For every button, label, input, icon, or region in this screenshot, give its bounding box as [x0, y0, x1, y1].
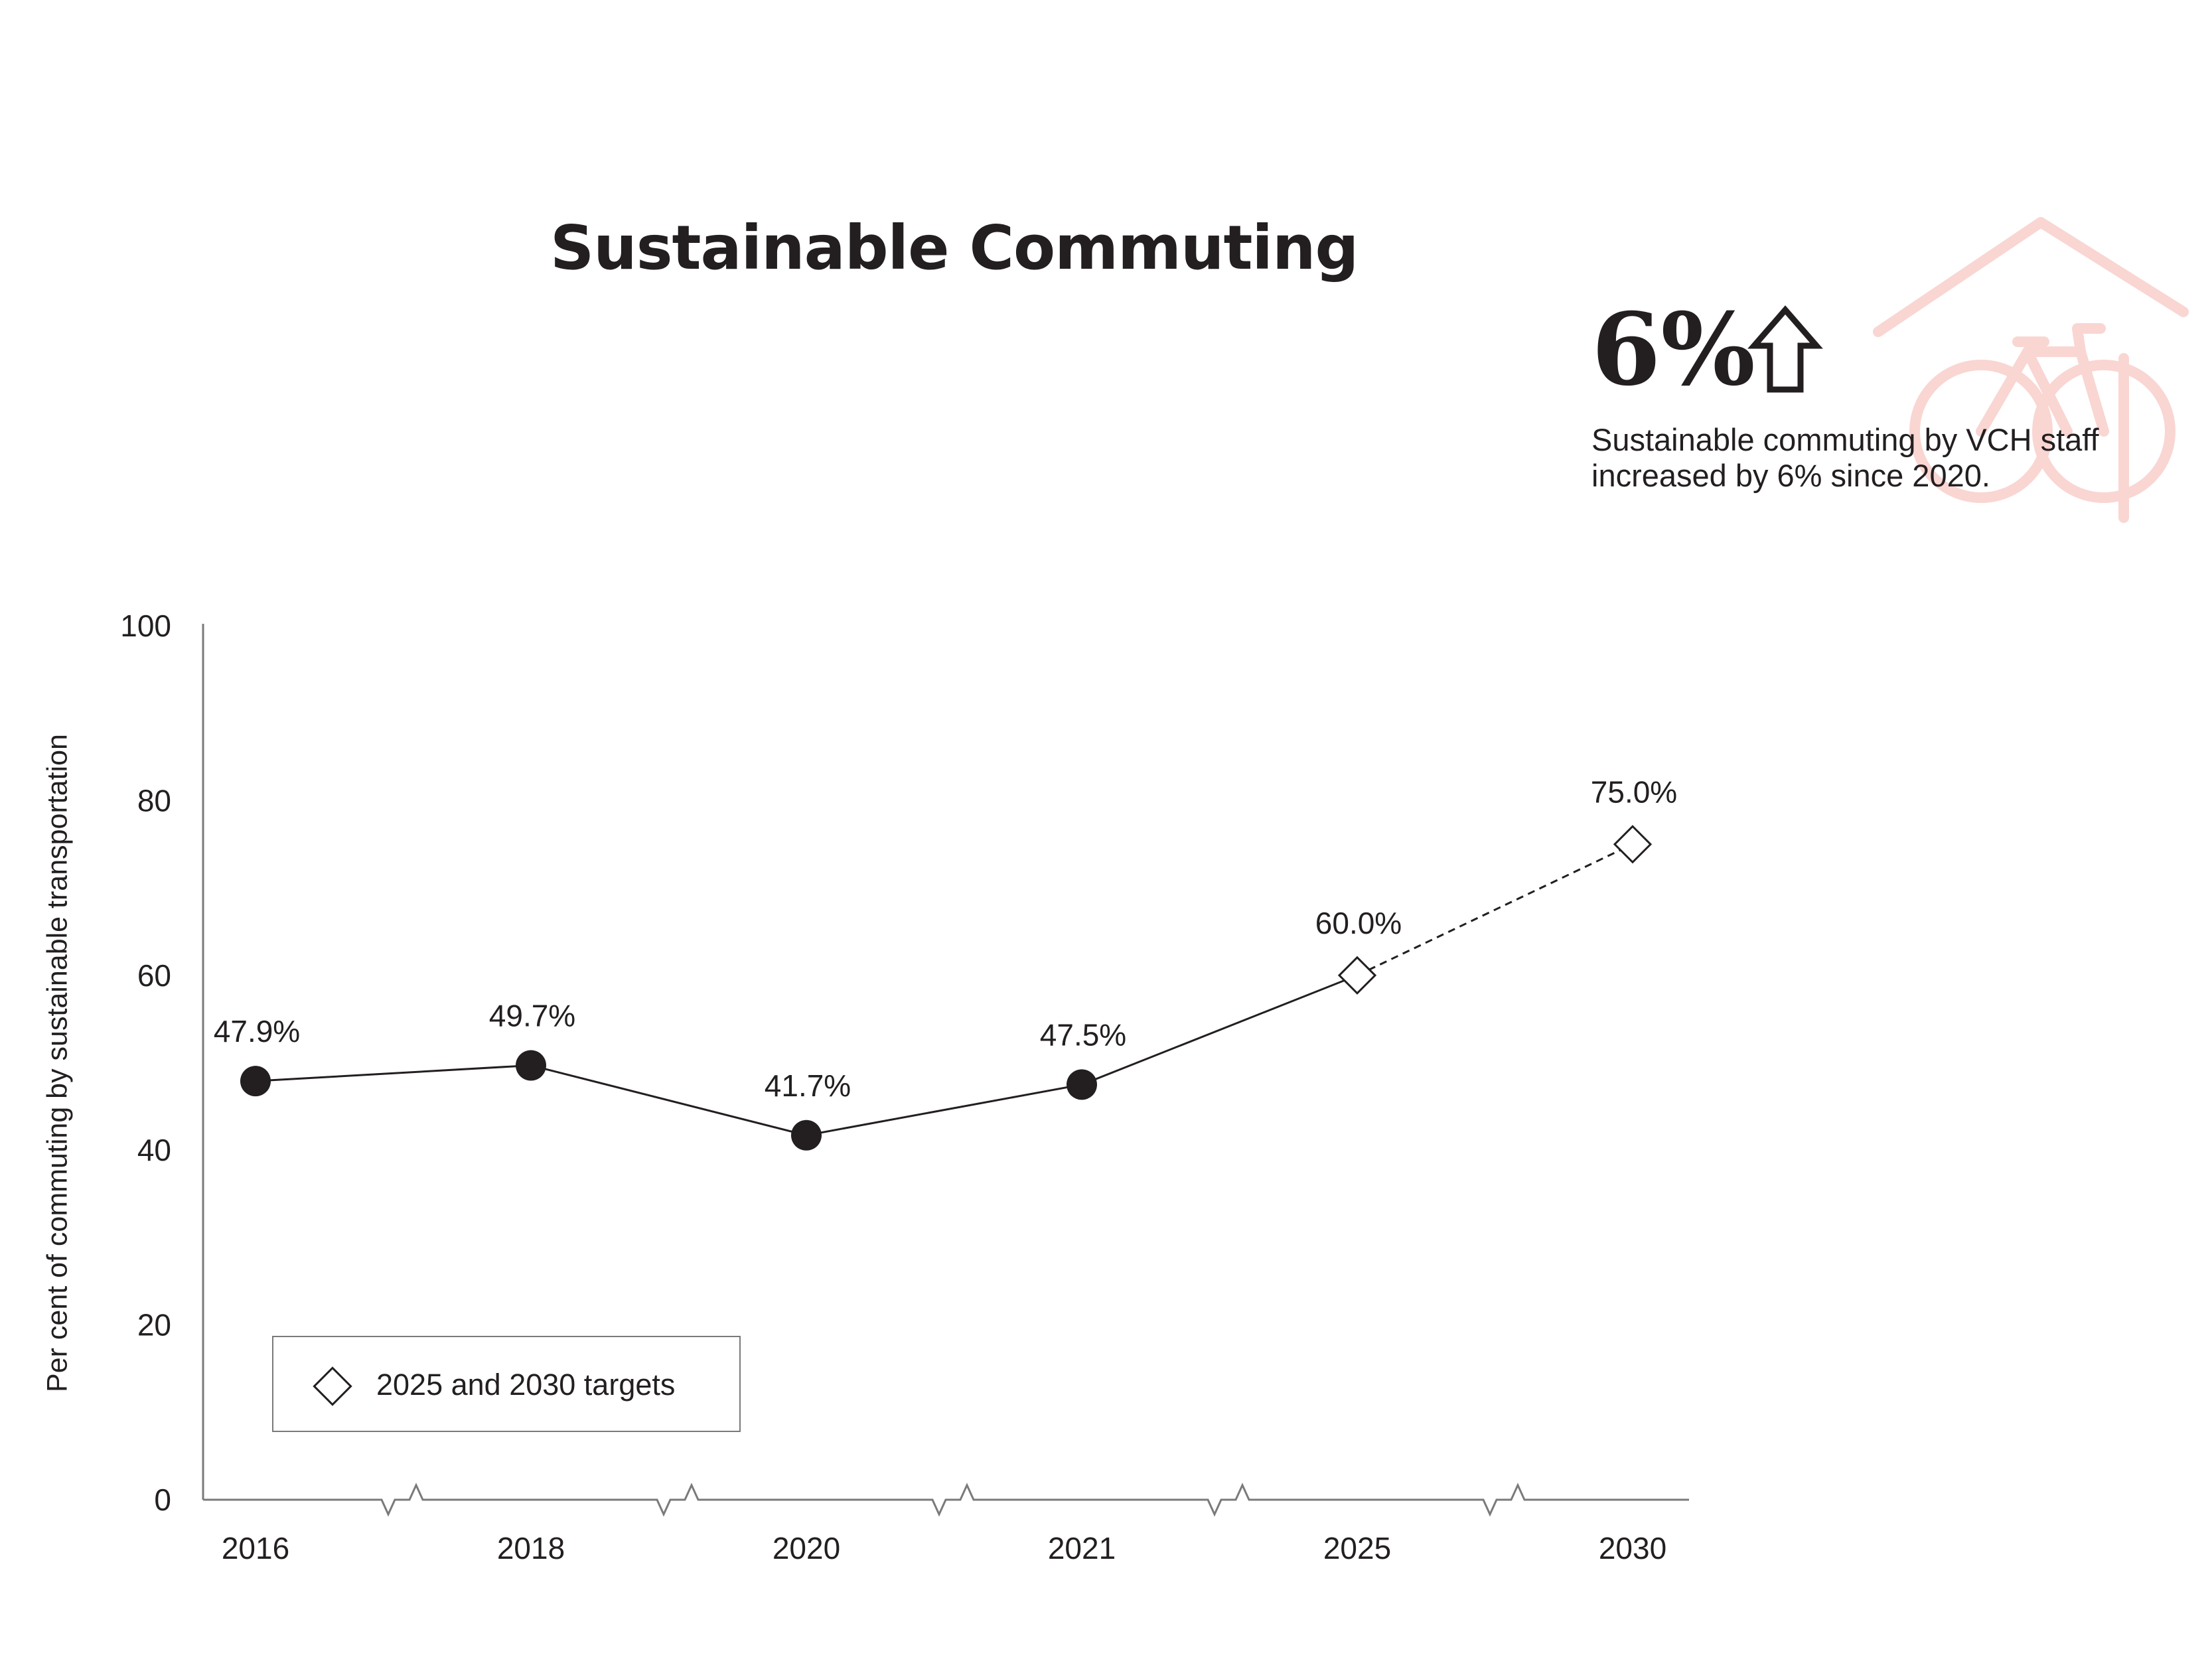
- callout-caption-line: increased by 6% since 2020.: [1591, 458, 1990, 493]
- data-point: [240, 1066, 271, 1097]
- data-label: 41.7%: [765, 1068, 851, 1103]
- x-tick-label: 2016: [222, 1531, 289, 1565]
- chart-title: Sustainable Commuting: [550, 212, 1359, 283]
- axes: 0 20 40 60 80 100 2016 2018 2020 2021 2025 2030: [120, 609, 1689, 1565]
- y-axis-title: Per cent of commuting by sustainable tra…: [41, 734, 74, 1392]
- x-tick-label: 2025: [1323, 1531, 1391, 1565]
- data-label: 49.7%: [489, 998, 575, 1033]
- target-label: 75.0%: [1591, 774, 1677, 809]
- data-point: [1067, 1069, 1097, 1100]
- y-tick-label: 60: [137, 958, 171, 993]
- callout-value: 6%: [1591, 291, 1755, 408]
- data-label: 47.9%: [214, 1014, 300, 1048]
- x-tick-label: 2030: [1599, 1531, 1666, 1565]
- data-label: 47.5%: [1040, 1017, 1126, 1052]
- data-point: [791, 1119, 822, 1151]
- x-tick-label: 2021: [1048, 1531, 1116, 1565]
- actual-series-line: [255, 974, 1358, 1137]
- target-point: [1337, 956, 1377, 995]
- x-axis-line: [203, 1482, 1689, 1517]
- arrow-up-icon: [1747, 305, 1823, 393]
- x-tick-label: 2018: [497, 1531, 565, 1565]
- y-tick-label: 0: [154, 1482, 171, 1517]
- data-point: [516, 1050, 546, 1081]
- y-tick-label: 40: [137, 1133, 171, 1167]
- legend: 2025 and 2030 targets: [272, 1336, 741, 1432]
- target-label: 60.0%: [1315, 906, 1402, 940]
- y-tick-label: 20: [137, 1308, 171, 1342]
- legend-label: 2025 and 2030 targets: [376, 1368, 676, 1402]
- callout-caption: Sustainable commuting by VCH staff incre…: [1591, 422, 2162, 494]
- target-point: [1613, 825, 1653, 864]
- bicycle-house-icon: [1873, 217, 2189, 523]
- y-tick-label: 80: [137, 783, 171, 818]
- callout-caption-line: Sustainable commuting by VCH staff: [1591, 422, 2099, 457]
- x-tick-label: 2020: [773, 1531, 840, 1565]
- y-tick-label: 100: [120, 609, 171, 643]
- diamond-marker-icon: [313, 1366, 352, 1406]
- plot-area: 47.9% 49.7% 41.7% 47.5% 60.0% 75.0%: [214, 774, 1677, 1151]
- target-series-line: [1357, 843, 1633, 977]
